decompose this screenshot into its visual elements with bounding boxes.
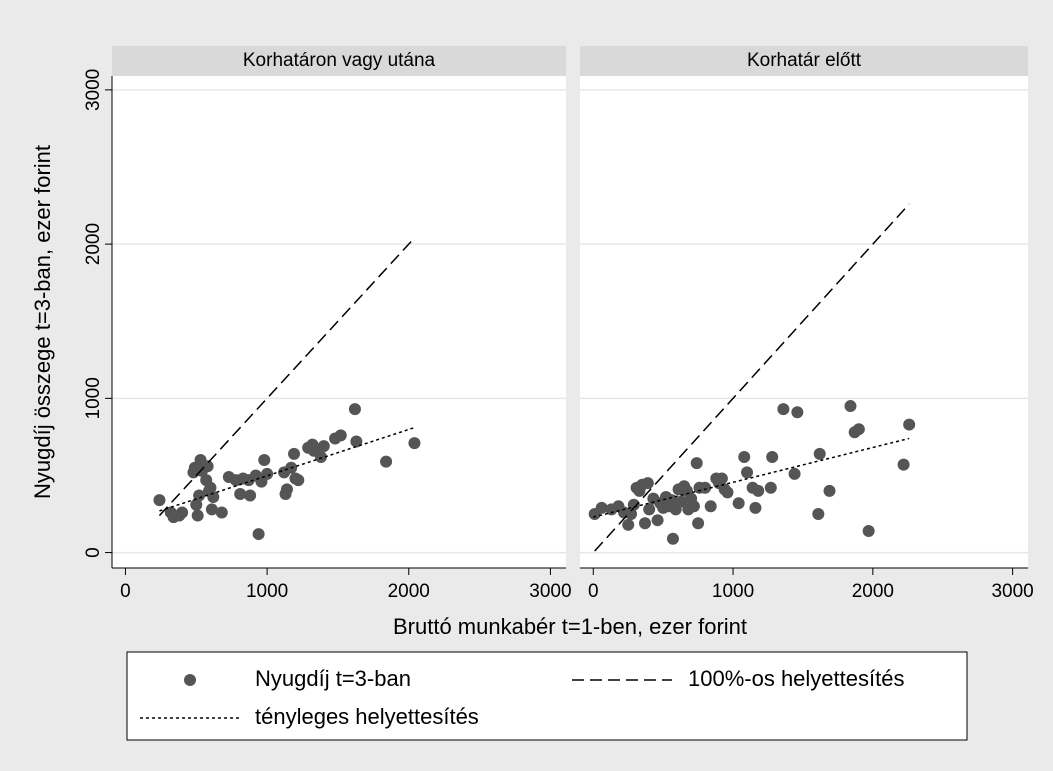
point [777, 403, 790, 416]
y-tick-label: 1000 [83, 377, 104, 419]
legend-marker [184, 674, 196, 686]
plot-area [580, 76, 1028, 568]
point [764, 481, 777, 494]
point [176, 506, 189, 519]
point [317, 440, 330, 453]
x-tick-label: 2000 [388, 581, 430, 602]
panel-title: Korhatár előtt [747, 50, 862, 71]
point [625, 508, 638, 521]
point [314, 450, 327, 463]
point [666, 532, 679, 545]
point [690, 457, 703, 470]
point [738, 450, 751, 463]
x-tick-label: 1000 [246, 581, 288, 602]
legend-box [126, 651, 968, 741]
point [280, 483, 293, 496]
point [651, 514, 664, 527]
point [862, 524, 875, 537]
point [812, 508, 825, 521]
legend-label: tényleges helyettesítés [255, 704, 479, 729]
point [201, 460, 214, 473]
panel-title: Korhatáron vagy utána [243, 50, 436, 71]
legend-label: Nyugdíj t=3-ban [255, 666, 411, 691]
point [244, 489, 257, 502]
point [791, 406, 804, 419]
point [380, 455, 393, 468]
x-tick-label: 2000 [852, 581, 894, 602]
point [190, 498, 203, 511]
point [288, 447, 301, 460]
point [732, 497, 745, 510]
x-tick-label: 0 [588, 581, 599, 602]
point [595, 501, 608, 514]
point [675, 495, 688, 508]
point [643, 503, 656, 516]
y-tick-label: 3000 [83, 69, 104, 111]
legend-label: 100%-os helyettesítés [688, 666, 904, 691]
point [852, 423, 865, 436]
line [158, 237, 415, 517]
point [191, 509, 204, 522]
panel-header [580, 46, 1028, 76]
x-tick-label: 1000 [712, 581, 754, 602]
point [622, 518, 635, 531]
x-axis-title: Bruttó munkabér t=1-ben, ezer forint [393, 614, 747, 639]
point [788, 467, 801, 480]
point [638, 517, 651, 530]
point [252, 528, 265, 541]
point [766, 450, 779, 463]
point [204, 481, 217, 494]
point [813, 447, 826, 460]
point [687, 500, 700, 513]
point [215, 506, 228, 519]
point [749, 501, 762, 514]
panel-header [112, 46, 566, 76]
point [699, 481, 712, 494]
point [823, 484, 836, 497]
point [205, 503, 218, 516]
point [897, 458, 910, 471]
point [261, 467, 274, 480]
point [641, 477, 654, 490]
point [234, 487, 247, 500]
point [721, 486, 734, 499]
point [715, 472, 728, 485]
point [207, 491, 220, 504]
point [292, 474, 305, 487]
point [844, 400, 857, 413]
y-axis-title: Nyugdíj összege t=3-ban, ezer forint [30, 145, 55, 499]
y-tick-label: 0 [83, 547, 104, 558]
point [350, 435, 363, 448]
line [593, 437, 910, 518]
point [741, 466, 754, 479]
point [258, 454, 271, 467]
line [159, 426, 415, 512]
x-tick-label: 3000 [529, 581, 571, 602]
point [348, 403, 361, 416]
point [153, 494, 166, 507]
plot-area [112, 76, 566, 568]
line [594, 203, 910, 552]
point [334, 429, 347, 442]
point [665, 494, 678, 507]
x-tick-label: 3000 [991, 581, 1033, 602]
point [692, 517, 705, 530]
point [408, 437, 421, 450]
y-tick-label: 2000 [83, 223, 104, 265]
x-tick-label: 0 [120, 581, 131, 602]
point [752, 484, 765, 497]
point [704, 500, 717, 513]
point [903, 418, 916, 431]
